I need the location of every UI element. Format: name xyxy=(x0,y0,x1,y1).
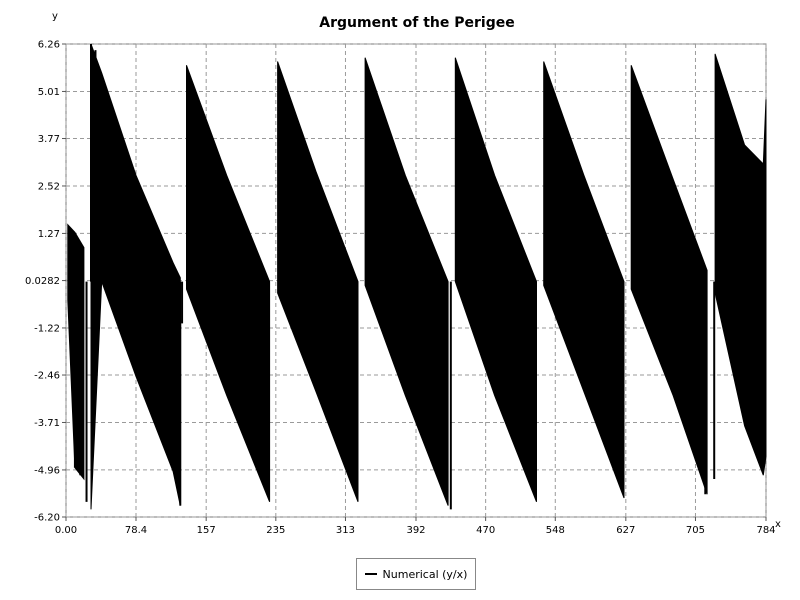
series-band xyxy=(543,61,625,499)
x-tick-label: 313 xyxy=(336,525,355,536)
x-axis-name: x xyxy=(775,519,781,530)
legend-label-numerical: Numerical (y/x) xyxy=(382,567,468,581)
x-tick-label: 470 xyxy=(476,525,495,536)
y-tick-label: 6.26 xyxy=(38,40,60,51)
y-tick-label: -1.22 xyxy=(34,323,60,334)
x-tick-label: 627 xyxy=(616,525,635,536)
y-tick-label: -4.96 xyxy=(34,465,60,476)
series-numerical xyxy=(67,43,767,510)
series-band xyxy=(364,57,449,506)
x-tick-label: 705 xyxy=(686,525,705,536)
chart-title: Argument of the Perigee xyxy=(319,15,514,31)
x-tick-label: 392 xyxy=(406,525,425,536)
x-tick-label: 548 xyxy=(546,525,565,536)
y-tick-label: -3.71 xyxy=(34,418,60,429)
series-band xyxy=(454,57,537,502)
y-tick-label: 2.52 xyxy=(38,181,60,192)
x-tick-label: 157 xyxy=(197,525,216,536)
series-band xyxy=(630,65,708,495)
legend: Numerical (y/x) xyxy=(356,558,476,590)
y-axis-name: y xyxy=(52,11,58,22)
x-tick-label: 784 xyxy=(756,525,775,536)
axis-ticks: 0.00 78.4 157 235 313 392 470 548 627 705 784 6.26 5… xyxy=(25,40,776,537)
y-tick-label: -2.46 xyxy=(34,371,60,382)
legend-swatch-numerical xyxy=(364,573,377,575)
series-band xyxy=(714,53,767,476)
series-band xyxy=(186,65,271,502)
x-tick-label: 0.00 xyxy=(55,525,77,536)
x-tick-label: 78.4 xyxy=(125,525,147,536)
x-tick-label: 235 xyxy=(266,525,285,536)
series-band xyxy=(277,61,359,502)
y-tick-label: -6.20 xyxy=(34,513,60,524)
y-tick-label: 0.0282 xyxy=(25,276,60,287)
y-tick-label: 1.27 xyxy=(38,229,60,240)
y-tick-label: 3.77 xyxy=(38,134,60,145)
y-tick-label: 5.01 xyxy=(38,87,60,98)
